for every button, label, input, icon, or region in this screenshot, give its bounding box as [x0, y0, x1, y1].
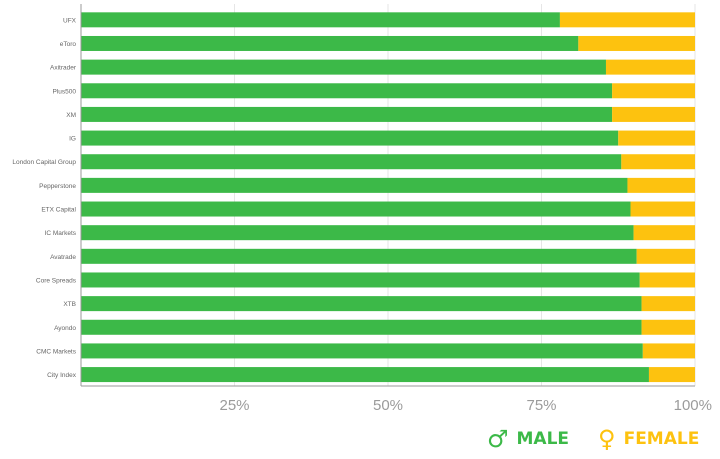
bar-male-4 — [81, 83, 613, 99]
bar-male-1 — [81, 12, 560, 28]
bar-female-3 — [605, 59, 695, 75]
category-labels: UFX eToro Axitrader Plus500 XM IG London Capit… — [12, 17, 76, 379]
bar-female-14 — [641, 319, 695, 335]
x-tick-label-1: 25% — [219, 397, 249, 414]
bar-female-7 — [621, 154, 695, 170]
category-label-10: IC Markets — [45, 230, 77, 237]
category-label-16: City Index — [47, 372, 77, 379]
category-label-13: XTB — [63, 301, 76, 308]
bar-female-10 — [633, 225, 695, 241]
legend-label-male: MALE — [516, 429, 570, 449]
bars — [81, 12, 695, 383]
bar-male-16 — [81, 367, 649, 383]
legend-item-female: ♀ FEMALE — [598, 424, 699, 454]
bar-female-1 — [559, 12, 695, 28]
category-label-11: Avatrade — [50, 254, 76, 261]
x-tick-labels: 25% 50% 75% 100% — [219, 397, 712, 414]
bar-female-13 — [641, 296, 695, 312]
bar-male-12 — [81, 272, 640, 288]
bar-male-3 — [81, 59, 606, 75]
category-label-9: ETX Capital — [41, 207, 76, 214]
category-label-3: Axitrader — [50, 65, 77, 72]
bar-male-10 — [81, 225, 634, 241]
category-label-15: CMC Markets — [36, 348, 76, 355]
legend-item-male: ♂ MALE — [487, 424, 569, 454]
male-symbol-icon: ♂ — [487, 425, 509, 453]
category-label-7: London Capital Group — [12, 159, 76, 166]
x-tick-label-2: 50% — [373, 397, 403, 414]
bar-male-9 — [81, 201, 631, 217]
category-label-12: Core Spreads — [36, 277, 77, 284]
bar-female-11 — [636, 248, 695, 264]
bar-male-2 — [81, 35, 579, 51]
bar-male-15 — [81, 343, 643, 359]
bar-male-5 — [81, 106, 613, 122]
bar-male-13 — [81, 296, 642, 312]
bar-male-8 — [81, 177, 628, 193]
bar-male-7 — [81, 154, 622, 170]
bar-male-6 — [81, 130, 619, 146]
legend-label-female: FEMALE — [623, 429, 700, 449]
x-tick-label-4: 100% — [674, 397, 712, 414]
bar-female-12 — [639, 272, 695, 288]
category-label-14: Ayondo — [54, 325, 76, 332]
bar-female-8 — [627, 177, 695, 193]
category-label-6: IG — [69, 136, 76, 143]
bar-male-11 — [81, 248, 637, 264]
category-label-4: Plus500 — [53, 88, 77, 95]
bar-female-16 — [648, 367, 695, 383]
bar-female-15 — [642, 343, 695, 359]
category-label-8: Pepperstone — [39, 183, 76, 190]
bar-female-5 — [612, 106, 695, 122]
bar-female-9 — [630, 201, 695, 217]
axes — [80, 4, 695, 387]
female-symbol-icon: ♀ — [598, 425, 616, 453]
category-label-2: eToro — [60, 41, 77, 48]
bar-female-2 — [578, 35, 695, 51]
category-label-5: XM — [66, 112, 76, 119]
bar-female-4 — [612, 83, 695, 99]
x-tick-label-3: 75% — [526, 397, 556, 414]
bar-female-6 — [618, 130, 695, 146]
bar-male-14 — [81, 319, 642, 335]
category-label-1: UFX — [63, 17, 77, 24]
